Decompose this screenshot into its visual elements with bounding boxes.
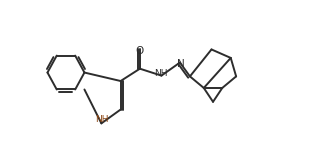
Text: NH: NH xyxy=(154,69,168,78)
Text: N: N xyxy=(177,59,185,69)
Text: O: O xyxy=(136,46,144,56)
Text: NH: NH xyxy=(95,115,109,124)
